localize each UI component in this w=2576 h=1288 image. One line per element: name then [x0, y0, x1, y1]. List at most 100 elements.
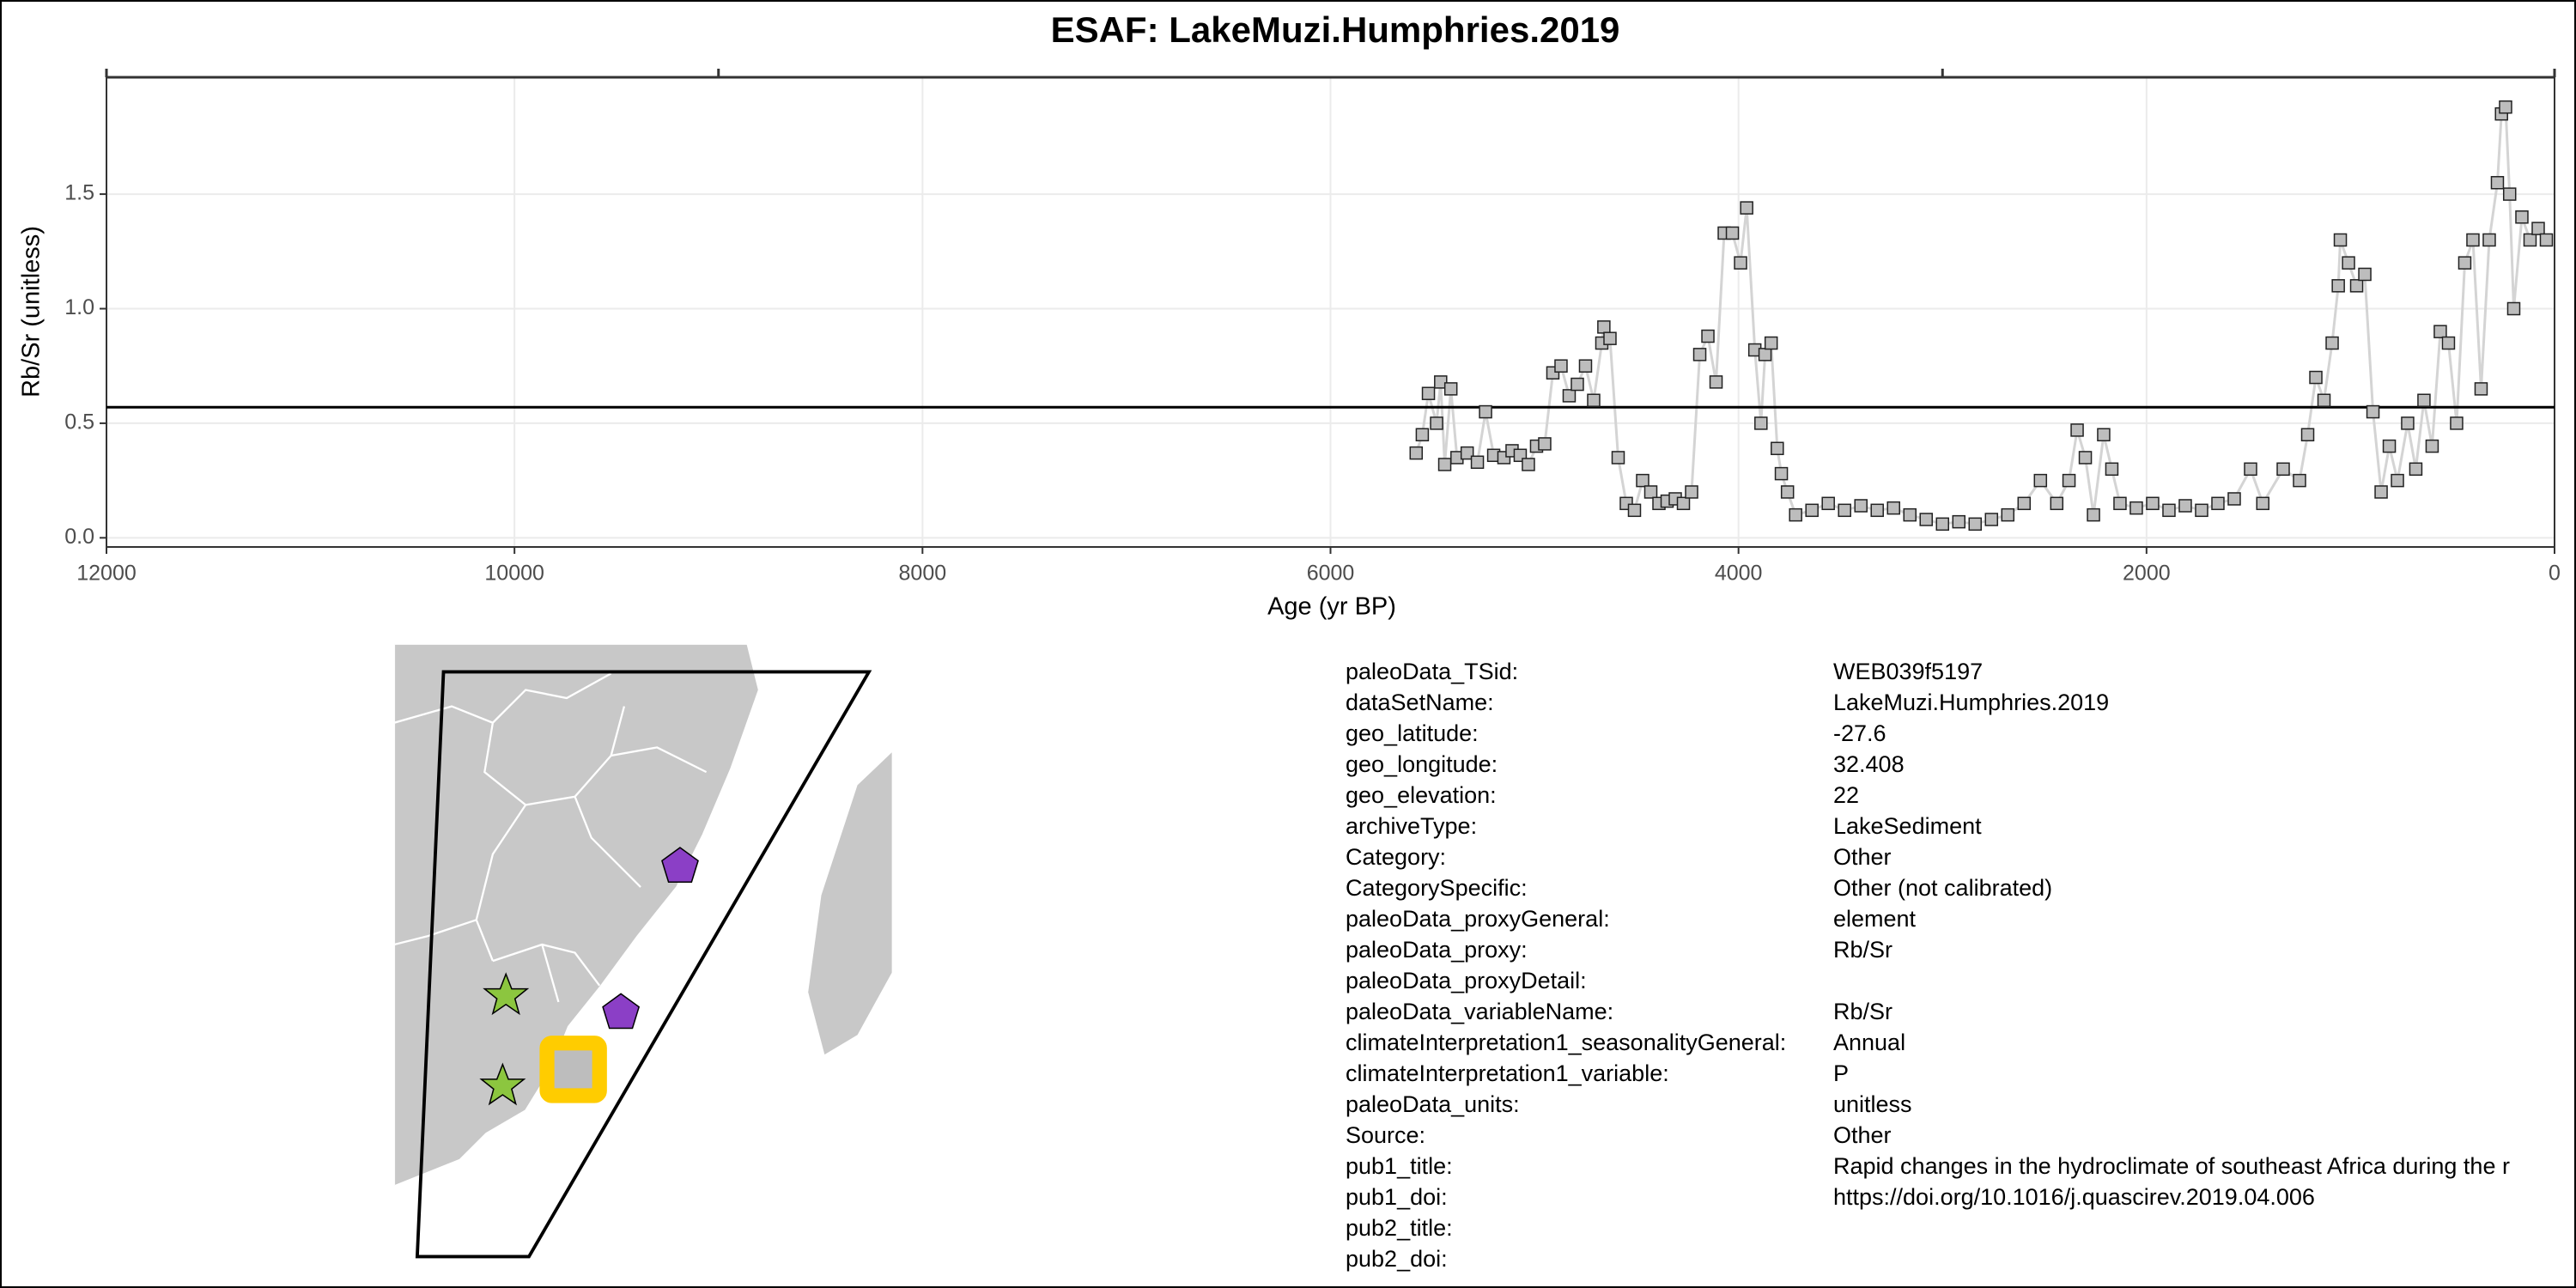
- site-pentagon: [602, 993, 641, 1030]
- data-point: [2062, 473, 2076, 488]
- data-point: [1709, 375, 1723, 389]
- metadata-key: paleoData_units:: [1346, 1091, 1520, 1117]
- data-point: [1805, 503, 1819, 518]
- data-point: [1415, 428, 1430, 442]
- data-point: [2358, 267, 2372, 282]
- data-point: [1643, 485, 1658, 499]
- data-point: [1554, 359, 1568, 373]
- data-point: [1627, 503, 1642, 518]
- data-point: [1821, 496, 1835, 511]
- data-point: [1780, 485, 1795, 499]
- data-point: [1636, 473, 1649, 488]
- metadata-key: pub2_doi:: [1346, 1246, 1448, 1272]
- data-point: [1685, 485, 1698, 499]
- data-point: [2349, 279, 2364, 293]
- data-point: [1734, 256, 1747, 270]
- metadata-value: unitless: [1833, 1091, 1912, 1117]
- metadata-key: paleoData_variableName:: [1346, 999, 1613, 1024]
- region-outline: [415, 670, 872, 1259]
- y-tick-label: 1.5: [64, 181, 94, 205]
- x-tick-label: 2000: [2123, 562, 2171, 586]
- country-borders: [394, 672, 708, 1003]
- data-point: [1611, 451, 1625, 465]
- data-point: [1460, 446, 1474, 460]
- metadata-value: Other: [1833, 1122, 1892, 1148]
- data-point: [2523, 233, 2537, 247]
- metadata-value: https://doi.org/10.1016/j.quascirev.2019…: [1833, 1184, 2315, 1210]
- metadata-key: paleoData_TSid:: [1346, 659, 1518, 684]
- metadata-key: Category:: [1346, 844, 1446, 870]
- data-point: [2382, 439, 2397, 453]
- site-star: [479, 1062, 526, 1106]
- data-point: [1603, 331, 1617, 345]
- metadata-value: Rb/Sr: [1833, 999, 1893, 1024]
- data-point: [2409, 462, 2423, 477]
- data-point: [2506, 301, 2521, 316]
- x-tick-label: 8000: [899, 562, 947, 586]
- data-point: [2531, 222, 2545, 235]
- data-point: [2113, 496, 2127, 511]
- data-point: [1562, 389, 1577, 403]
- data-point: [2325, 336, 2339, 350]
- data-point: [2417, 393, 2431, 407]
- data-point: [2105, 462, 2119, 477]
- data-point: [1952, 514, 1966, 529]
- data-point: [1571, 377, 1584, 392]
- data-point: [2441, 336, 2456, 350]
- data-point: [2300, 428, 2315, 442]
- metadata-key: climateInterpretation1_seasonalityGenera…: [1346, 1030, 1786, 1055]
- x-axis-label: Age (yr BP): [1267, 593, 1396, 621]
- data-point: [2211, 496, 2225, 511]
- data-point: [1886, 501, 1900, 515]
- data-point: [2033, 473, 2048, 488]
- metadata-key: pub2_title:: [1346, 1215, 1453, 1241]
- metadata-key: CategorySpecific:: [1346, 875, 1528, 901]
- data-point: [2276, 462, 2290, 477]
- data-point: [2146, 496, 2160, 511]
- data-point: [2097, 428, 2111, 442]
- x-tick-label: 12000: [76, 562, 137, 586]
- data-point: [2433, 325, 2447, 338]
- metadata-key: geo_latitude:: [1346, 720, 1479, 746]
- data-point: [2482, 233, 2496, 247]
- data-point: [1470, 455, 1485, 470]
- metadata-key: paleoData_proxy:: [1346, 937, 1528, 963]
- y-tick-label: 0.0: [64, 525, 94, 549]
- data-point: [2256, 496, 2270, 511]
- plot-area: 12000 10000 8000 6000 4000 2000 0 0.0 0.5 1.0 1.5: [64, 69, 2561, 586]
- data-point: [2078, 451, 2093, 465]
- data-point: [2401, 416, 2415, 430]
- plot-border: [106, 76, 2555, 548]
- data-point: [1838, 503, 1851, 518]
- metadata-key: geo_longitude:: [1346, 751, 1498, 777]
- data-point: [1725, 226, 1740, 240]
- data-point: [2244, 462, 2257, 477]
- data-point: [2374, 485, 2388, 499]
- data-point: [2490, 175, 2505, 190]
- data-point: [2425, 439, 2439, 453]
- data-point: [1430, 416, 1443, 430]
- data-point: [2001, 507, 2015, 522]
- data-point: [2539, 233, 2554, 247]
- x-tick-label: 4000: [1715, 562, 1763, 586]
- data-point: [1676, 496, 1691, 511]
- y-tick-label: 1.0: [64, 295, 94, 319]
- data-point: [1443, 382, 1458, 396]
- data-point: [1771, 441, 1784, 456]
- y-axis-label: Rb/Sr (unitless): [18, 226, 46, 398]
- data-point: [1434, 375, 1448, 389]
- metadata-value: Other: [1833, 844, 1892, 870]
- data-point: [1578, 359, 1593, 373]
- data-point: [1701, 329, 1715, 343]
- metadata-key: pub1_title:: [1346, 1153, 1453, 1179]
- site-star: [483, 972, 530, 1016]
- metadata-key: pub1_doi:: [1346, 1184, 1448, 1210]
- metadata-key: climateInterpretation1_variable:: [1346, 1060, 1669, 1086]
- madagascar-land: [808, 752, 892, 1055]
- data-point: [1789, 507, 1802, 522]
- data-point: [1984, 513, 1999, 526]
- data-point: [2474, 382, 2488, 396]
- x-tick-label: 0: [2549, 562, 2561, 586]
- data-point: [1437, 458, 1452, 471]
